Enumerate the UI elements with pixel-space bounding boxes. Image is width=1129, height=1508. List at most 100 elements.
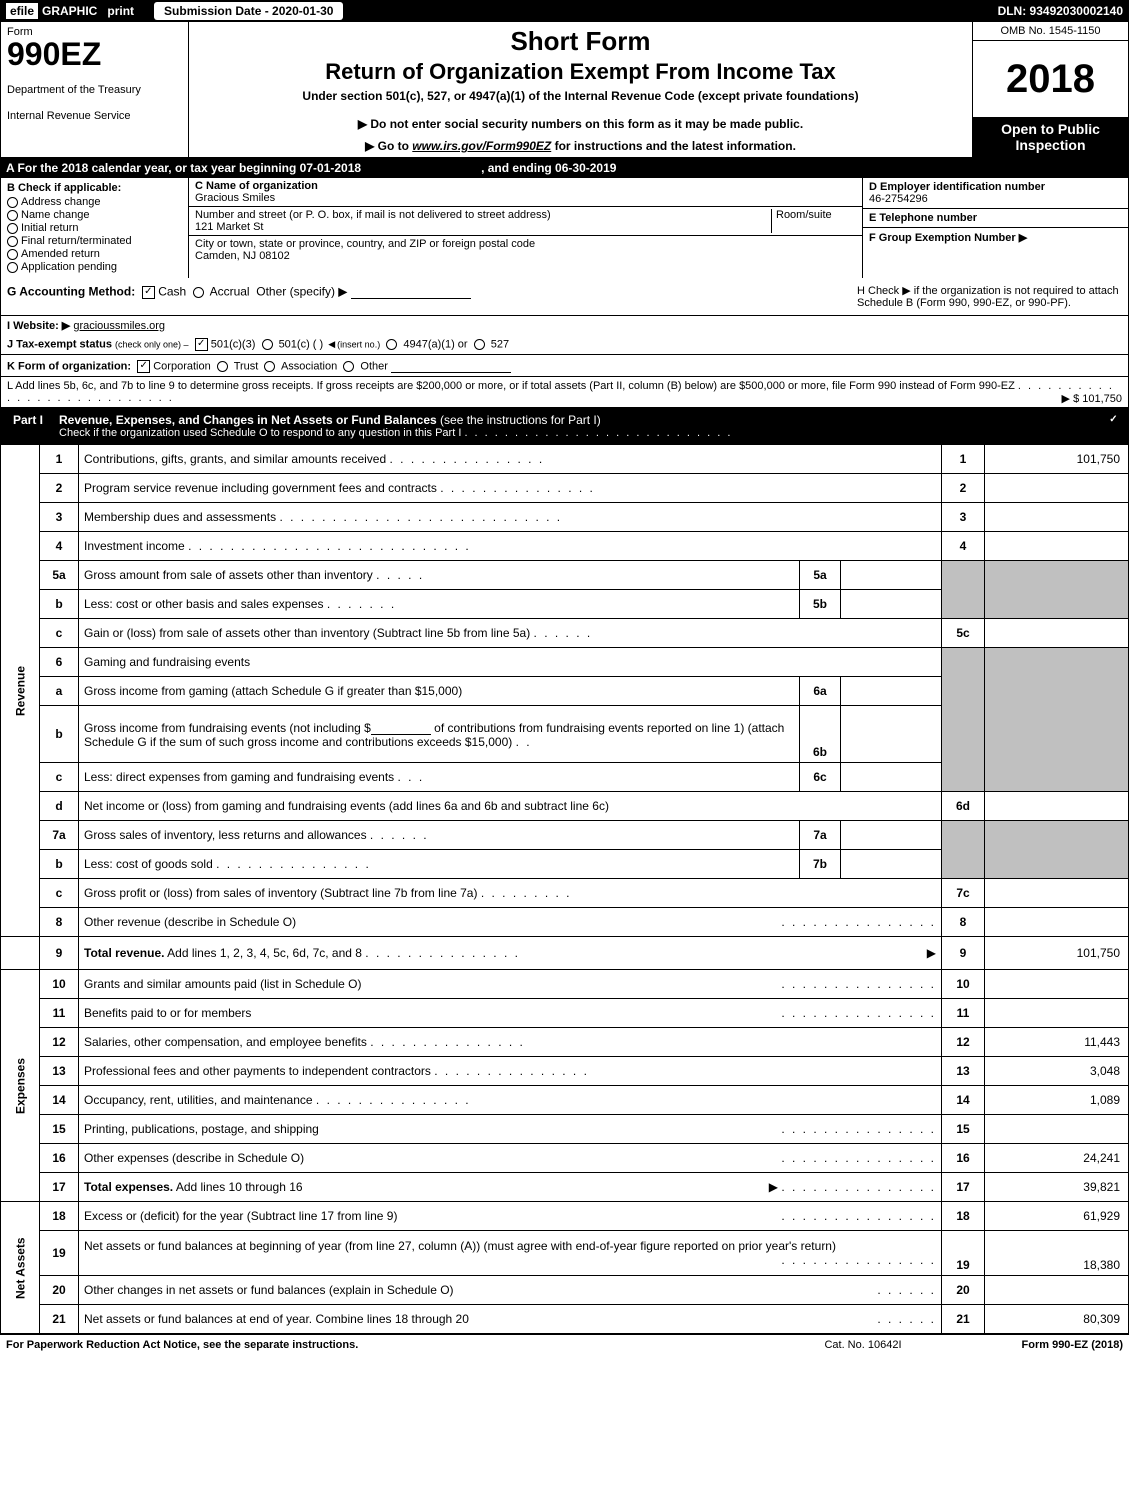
line-i: I Website: ▶ gracioussmiles.org — [0, 316, 1129, 335]
trust-label: Trust — [234, 360, 259, 372]
l21-num: 21 — [40, 1305, 79, 1334]
box-b: B Check if applicable: Address change Na… — [1, 178, 189, 278]
other-radio[interactable] — [343, 361, 354, 372]
header-right: OMB No. 1545-1150 2018 Open to Public In… — [972, 22, 1128, 157]
org-city: Camden, NJ 08102 — [195, 250, 856, 262]
l8-desc: Other revenue (describe in Schedule O) .… — [79, 908, 942, 937]
l6b-desc: Gross income from fundraising events (no… — [79, 706, 800, 763]
l3-num: 3 — [40, 503, 79, 532]
l6d-desc: Net income or (loss) from gaming and fun… — [79, 792, 942, 821]
l5b-sublabel: 5b — [800, 590, 841, 619]
l14-box: 14 — [942, 1086, 985, 1115]
submission-date: Submission Date - 2020-01-30 — [154, 2, 343, 20]
l13-desc: Professional fees and other payments to … — [79, 1057, 942, 1086]
cash-checkbox[interactable] — [142, 286, 155, 299]
part1-schedule-o-checkbox[interactable] — [1107, 414, 1120, 427]
l21-box: 21 — [942, 1305, 985, 1334]
line-g-h: G Accounting Method: Cash Accrual Other … — [0, 278, 1129, 316]
l6c-num: c — [40, 763, 79, 792]
l21-amt: 80,309 — [985, 1305, 1129, 1334]
g-label: G Accounting Method: — [7, 285, 135, 299]
l8-num: 8 — [40, 908, 79, 937]
dept-irs: Internal Revenue Service — [7, 110, 182, 122]
omb-number: OMB No. 1545-1150 — [973, 22, 1128, 41]
l-text: L Add lines 5b, 6c, and 7b to line 9 to … — [7, 380, 1015, 392]
l6-num: 6 — [40, 648, 79, 677]
l6a-desc: Gross income from gaming (attach Schedul… — [79, 677, 800, 706]
goto-line: ▶ Go to www.irs.gov/Form990EZ for instru… — [197, 139, 964, 153]
grey-6 — [942, 648, 985, 792]
l19-num: 19 — [40, 1231, 79, 1276]
l5c-num: c — [40, 619, 79, 648]
l17-num: 17 — [40, 1173, 79, 1202]
opt-final-return[interactable]: Final return/terminated — [7, 235, 182, 247]
l6b-subval — [841, 706, 942, 763]
l9-amt: 101,750 — [985, 937, 1129, 970]
accrual-radio[interactable] — [193, 287, 204, 298]
tax-year: 2018 — [973, 41, 1128, 117]
l16-box: 16 — [942, 1144, 985, 1173]
f-label: F Group Exemption Number ▶ — [869, 232, 1027, 244]
l20-box: 20 — [942, 1276, 985, 1305]
opt-name-change[interactable]: Name change — [7, 209, 182, 221]
l10-num: 10 — [40, 970, 79, 999]
info-grid: B Check if applicable: Address change Na… — [0, 178, 1129, 278]
goto-post: for instructions and the latest informat… — [551, 139, 796, 153]
501c-label: 501(c) ( ) — [279, 338, 324, 350]
l9-box: 9 — [942, 937, 985, 970]
l18-amt: 61,929 — [985, 1202, 1129, 1231]
assoc-radio[interactable] — [264, 361, 275, 372]
print-link[interactable]: print — [107, 4, 134, 18]
l7b-desc: Less: cost of goods sold . . . . . . . .… — [79, 850, 800, 879]
l4-desc: Investment income . . . . . . . . . . . … — [79, 532, 942, 561]
l15-box: 15 — [942, 1115, 985, 1144]
l18-box: 18 — [942, 1202, 985, 1231]
rev-side-end — [1, 937, 40, 970]
grey-5-amt — [985, 561, 1129, 619]
l5b-num: b — [40, 590, 79, 619]
501c3-checkbox[interactable] — [195, 338, 208, 351]
l6a-sublabel: 6a — [800, 677, 841, 706]
l4-num: 4 — [40, 532, 79, 561]
dln-number: DLN: 93492030002140 — [998, 4, 1123, 18]
assoc-label: Association — [281, 360, 337, 372]
l18-num: 18 — [40, 1202, 79, 1231]
org-name: Gracious Smiles — [195, 192, 856, 204]
header-mid: Short Form Return of Organization Exempt… — [189, 22, 972, 157]
opt-initial-return[interactable]: Initial return — [7, 222, 182, 234]
top-bar: efile GRAPHIC print Submission Date - 20… — [0, 0, 1129, 22]
accrual-label: Accrual — [210, 285, 250, 299]
other-specify-field[interactable] — [351, 284, 471, 299]
goto-link[interactable]: www.irs.gov/Form990EZ — [412, 139, 551, 153]
opt-amended-return[interactable]: Amended return — [7, 248, 182, 260]
website-value[interactable]: gracioussmiles.org — [73, 320, 165, 332]
opt-address-change[interactable]: Address change — [7, 196, 182, 208]
l4-box: 4 — [942, 532, 985, 561]
l7a-sublabel: 7a — [800, 821, 841, 850]
4947-radio[interactable] — [386, 339, 397, 350]
l16-desc: Other expenses (describe in Schedule O) … — [79, 1144, 942, 1173]
501c-radio[interactable] — [262, 339, 273, 350]
trust-radio[interactable] — [217, 361, 228, 372]
l19-amt: 18,380 — [985, 1231, 1129, 1276]
corp-checkbox[interactable] — [137, 360, 150, 373]
l15-num: 15 — [40, 1115, 79, 1144]
other-org-field[interactable] — [391, 358, 511, 373]
l5a-num: 5a — [40, 561, 79, 590]
l21-desc: Net assets or fund balances at end of ye… — [79, 1305, 942, 1334]
l4-amt — [985, 532, 1129, 561]
box-b-title: B Check if applicable: — [7, 182, 182, 194]
org-address: 121 Market St — [195, 221, 771, 233]
527-radio[interactable] — [474, 339, 485, 350]
l18-desc: Excess or (deficit) for the year (Subtra… — [79, 1202, 942, 1231]
l5b-subval — [841, 590, 942, 619]
l14-desc: Occupancy, rent, utilities, and maintena… — [79, 1086, 942, 1115]
l7a-desc: Gross sales of inventory, less returns a… — [79, 821, 800, 850]
l7a-subval — [841, 821, 942, 850]
l16-amt: 24,241 — [985, 1144, 1129, 1173]
l6b-sublabel: 6b — [800, 706, 841, 763]
l15-desc: Printing, publications, postage, and shi… — [79, 1115, 942, 1144]
opt-application-pending[interactable]: Application pending — [7, 261, 182, 273]
l7c-box: 7c — [942, 879, 985, 908]
l19-desc: Net assets or fund balances at beginning… — [79, 1231, 942, 1276]
